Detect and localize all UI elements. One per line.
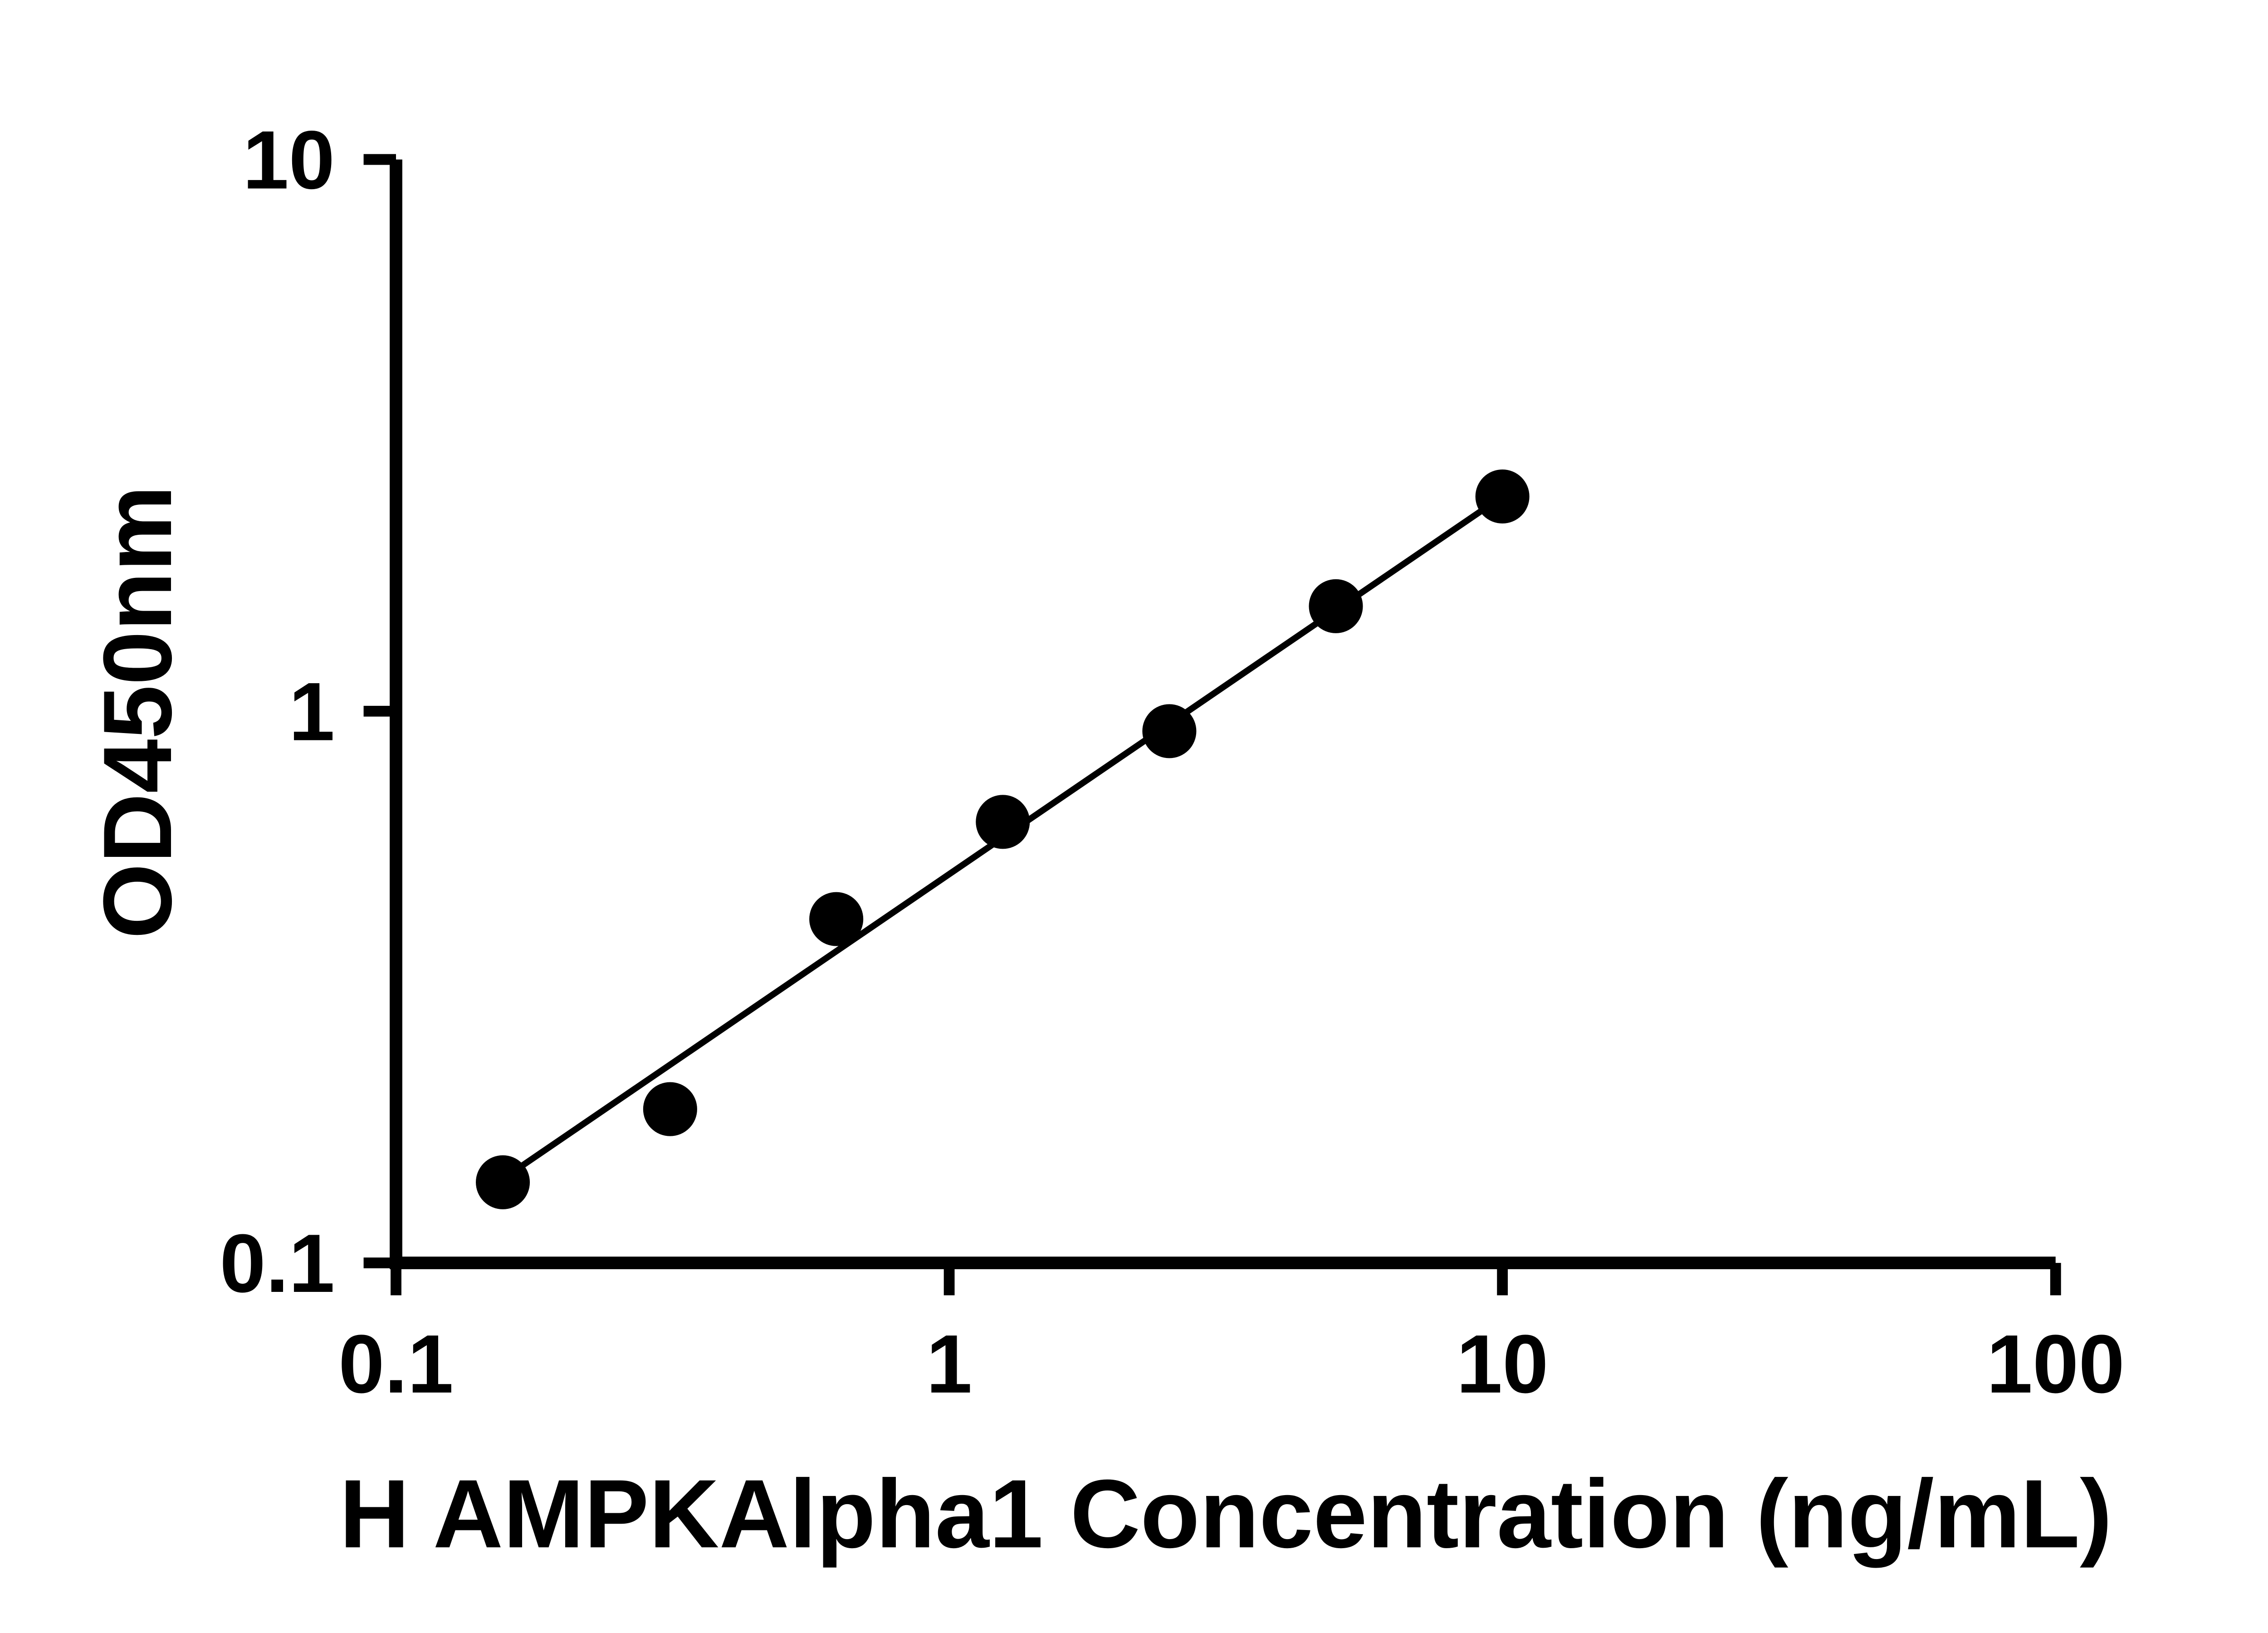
- x-tick-label: 10: [1457, 1318, 1549, 1410]
- plot-series: [476, 469, 1530, 1209]
- data-point: [1475, 469, 1530, 524]
- y-axis-title: OD450nm: [83, 485, 192, 939]
- x-axis-title: H AMPKAlpha1 Concentration (ng/mL): [339, 1460, 2112, 1568]
- x-tick-label: 100: [1986, 1318, 2125, 1410]
- y-tick-label: 10: [243, 113, 335, 206]
- data-point: [809, 892, 864, 946]
- y-tick-label: 0.1: [220, 1217, 335, 1310]
- data-point: [643, 1082, 697, 1136]
- data-point: [976, 795, 1030, 849]
- data-point: [476, 1155, 530, 1209]
- axes: 0.1 1 10 100 0.1 1 10: [220, 113, 2125, 1410]
- y-tick-label: 1: [289, 665, 335, 758]
- x-tick-label: 0.1: [338, 1318, 454, 1410]
- data-point: [1309, 579, 1363, 633]
- x-tick-label: 1: [926, 1318, 973, 1410]
- data-point: [1142, 704, 1197, 758]
- axis-frame: [390, 159, 2056, 1270]
